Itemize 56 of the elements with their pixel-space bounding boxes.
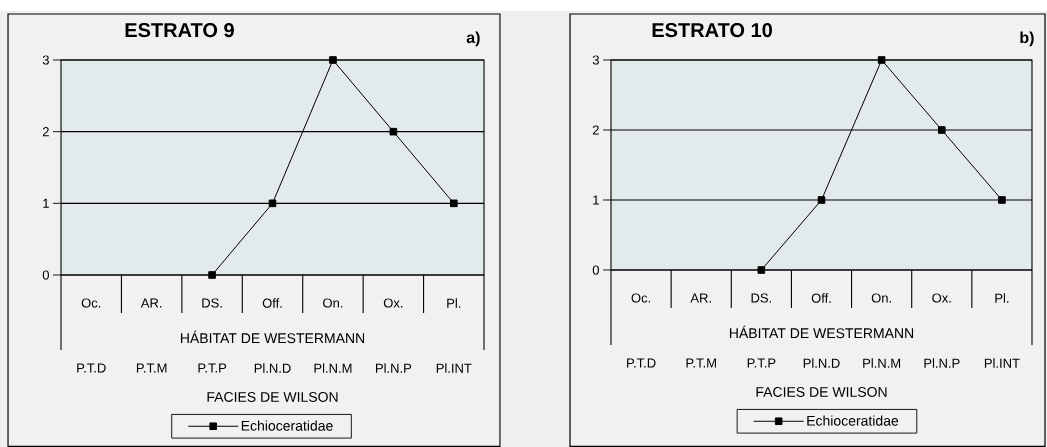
text: P.T.D <box>627 358 656 368</box>
text: FACIES DE WILSON <box>756 387 887 397</box>
chart-title: ESTRATO 10 <box>652 23 772 38</box>
text: P.T.M <box>136 363 167 373</box>
point <box>268 199 277 208</box>
text: P.T.M <box>686 358 716 368</box>
point <box>449 199 458 208</box>
legend-label: Echioceratidae <box>241 420 333 431</box>
point <box>817 196 826 204</box>
point <box>208 271 216 279</box>
point <box>389 127 398 136</box>
chart-title: ESTRATO 9 <box>125 23 234 38</box>
point <box>877 56 886 64</box>
text: Pl.N.P <box>376 363 412 373</box>
x-tick-label: Ox. <box>932 293 951 303</box>
text: Pl.N.M <box>863 358 901 368</box>
x-tick-label: Pl. <box>995 293 1009 303</box>
x-axis-title: HÁBITAT DE WESTERMANN <box>729 325 914 339</box>
x-tick-label: On. <box>871 293 891 303</box>
legend-label: Echioceratidae <box>807 415 899 426</box>
text: Pl.INT <box>984 358 1020 368</box>
y-tick-label: 3 <box>592 55 599 65</box>
point <box>757 266 766 274</box>
point <box>329 56 337 64</box>
point <box>998 196 1006 204</box>
x-tick-label: On. <box>323 298 343 308</box>
x-tick-label: DS. <box>751 293 772 303</box>
x-tick-label: Ox. <box>383 298 403 308</box>
y-tick-label: 1 <box>593 195 599 205</box>
y-tick-label: 2 <box>42 127 49 137</box>
x-tick-label: AR. <box>140 298 162 308</box>
x-tick-label: Pl. <box>447 298 461 308</box>
text: P.T.P <box>747 358 776 368</box>
text: P.T.P <box>198 363 227 373</box>
y-tick-label: 2 <box>592 125 599 135</box>
point <box>937 126 946 134</box>
x-axis-title: HÁBITAT DE WESTERMANN <box>180 330 365 344</box>
text: b) <box>1020 31 1034 47</box>
text: Pl.N.D <box>254 363 291 373</box>
x-tick-label: Oc. <box>631 293 651 303</box>
y-tick-label: 0 <box>592 265 599 275</box>
text: P.T.D <box>77 363 106 373</box>
text: FACIES DE WILSON <box>207 392 338 402</box>
x-tick-label: Off. <box>262 298 282 308</box>
x-tick-label: Oc. <box>81 298 101 308</box>
x-tick-label: Off. <box>811 293 831 303</box>
text: Pl.N.P <box>924 358 960 368</box>
text: Pl.INT <box>436 363 472 373</box>
text: a) <box>466 31 480 47</box>
x-tick-label: AR. <box>690 293 711 303</box>
text: Pl.N.D <box>803 358 840 368</box>
x-tick-label: DS. <box>202 298 222 308</box>
y-tick-label: 0 <box>42 270 49 280</box>
y-tick-label: 3 <box>42 55 49 65</box>
y-tick-label: 1 <box>43 198 49 208</box>
text: Pl.N.M <box>314 363 352 373</box>
